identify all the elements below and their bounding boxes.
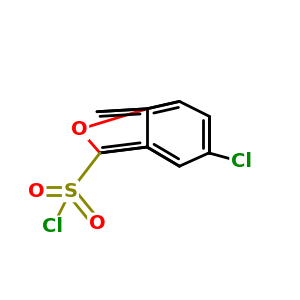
Text: O: O bbox=[71, 120, 88, 139]
Text: O: O bbox=[28, 182, 45, 201]
Text: Cl: Cl bbox=[42, 217, 63, 236]
Text: S: S bbox=[64, 182, 77, 201]
Text: O: O bbox=[89, 214, 105, 233]
Text: Cl: Cl bbox=[231, 152, 252, 171]
